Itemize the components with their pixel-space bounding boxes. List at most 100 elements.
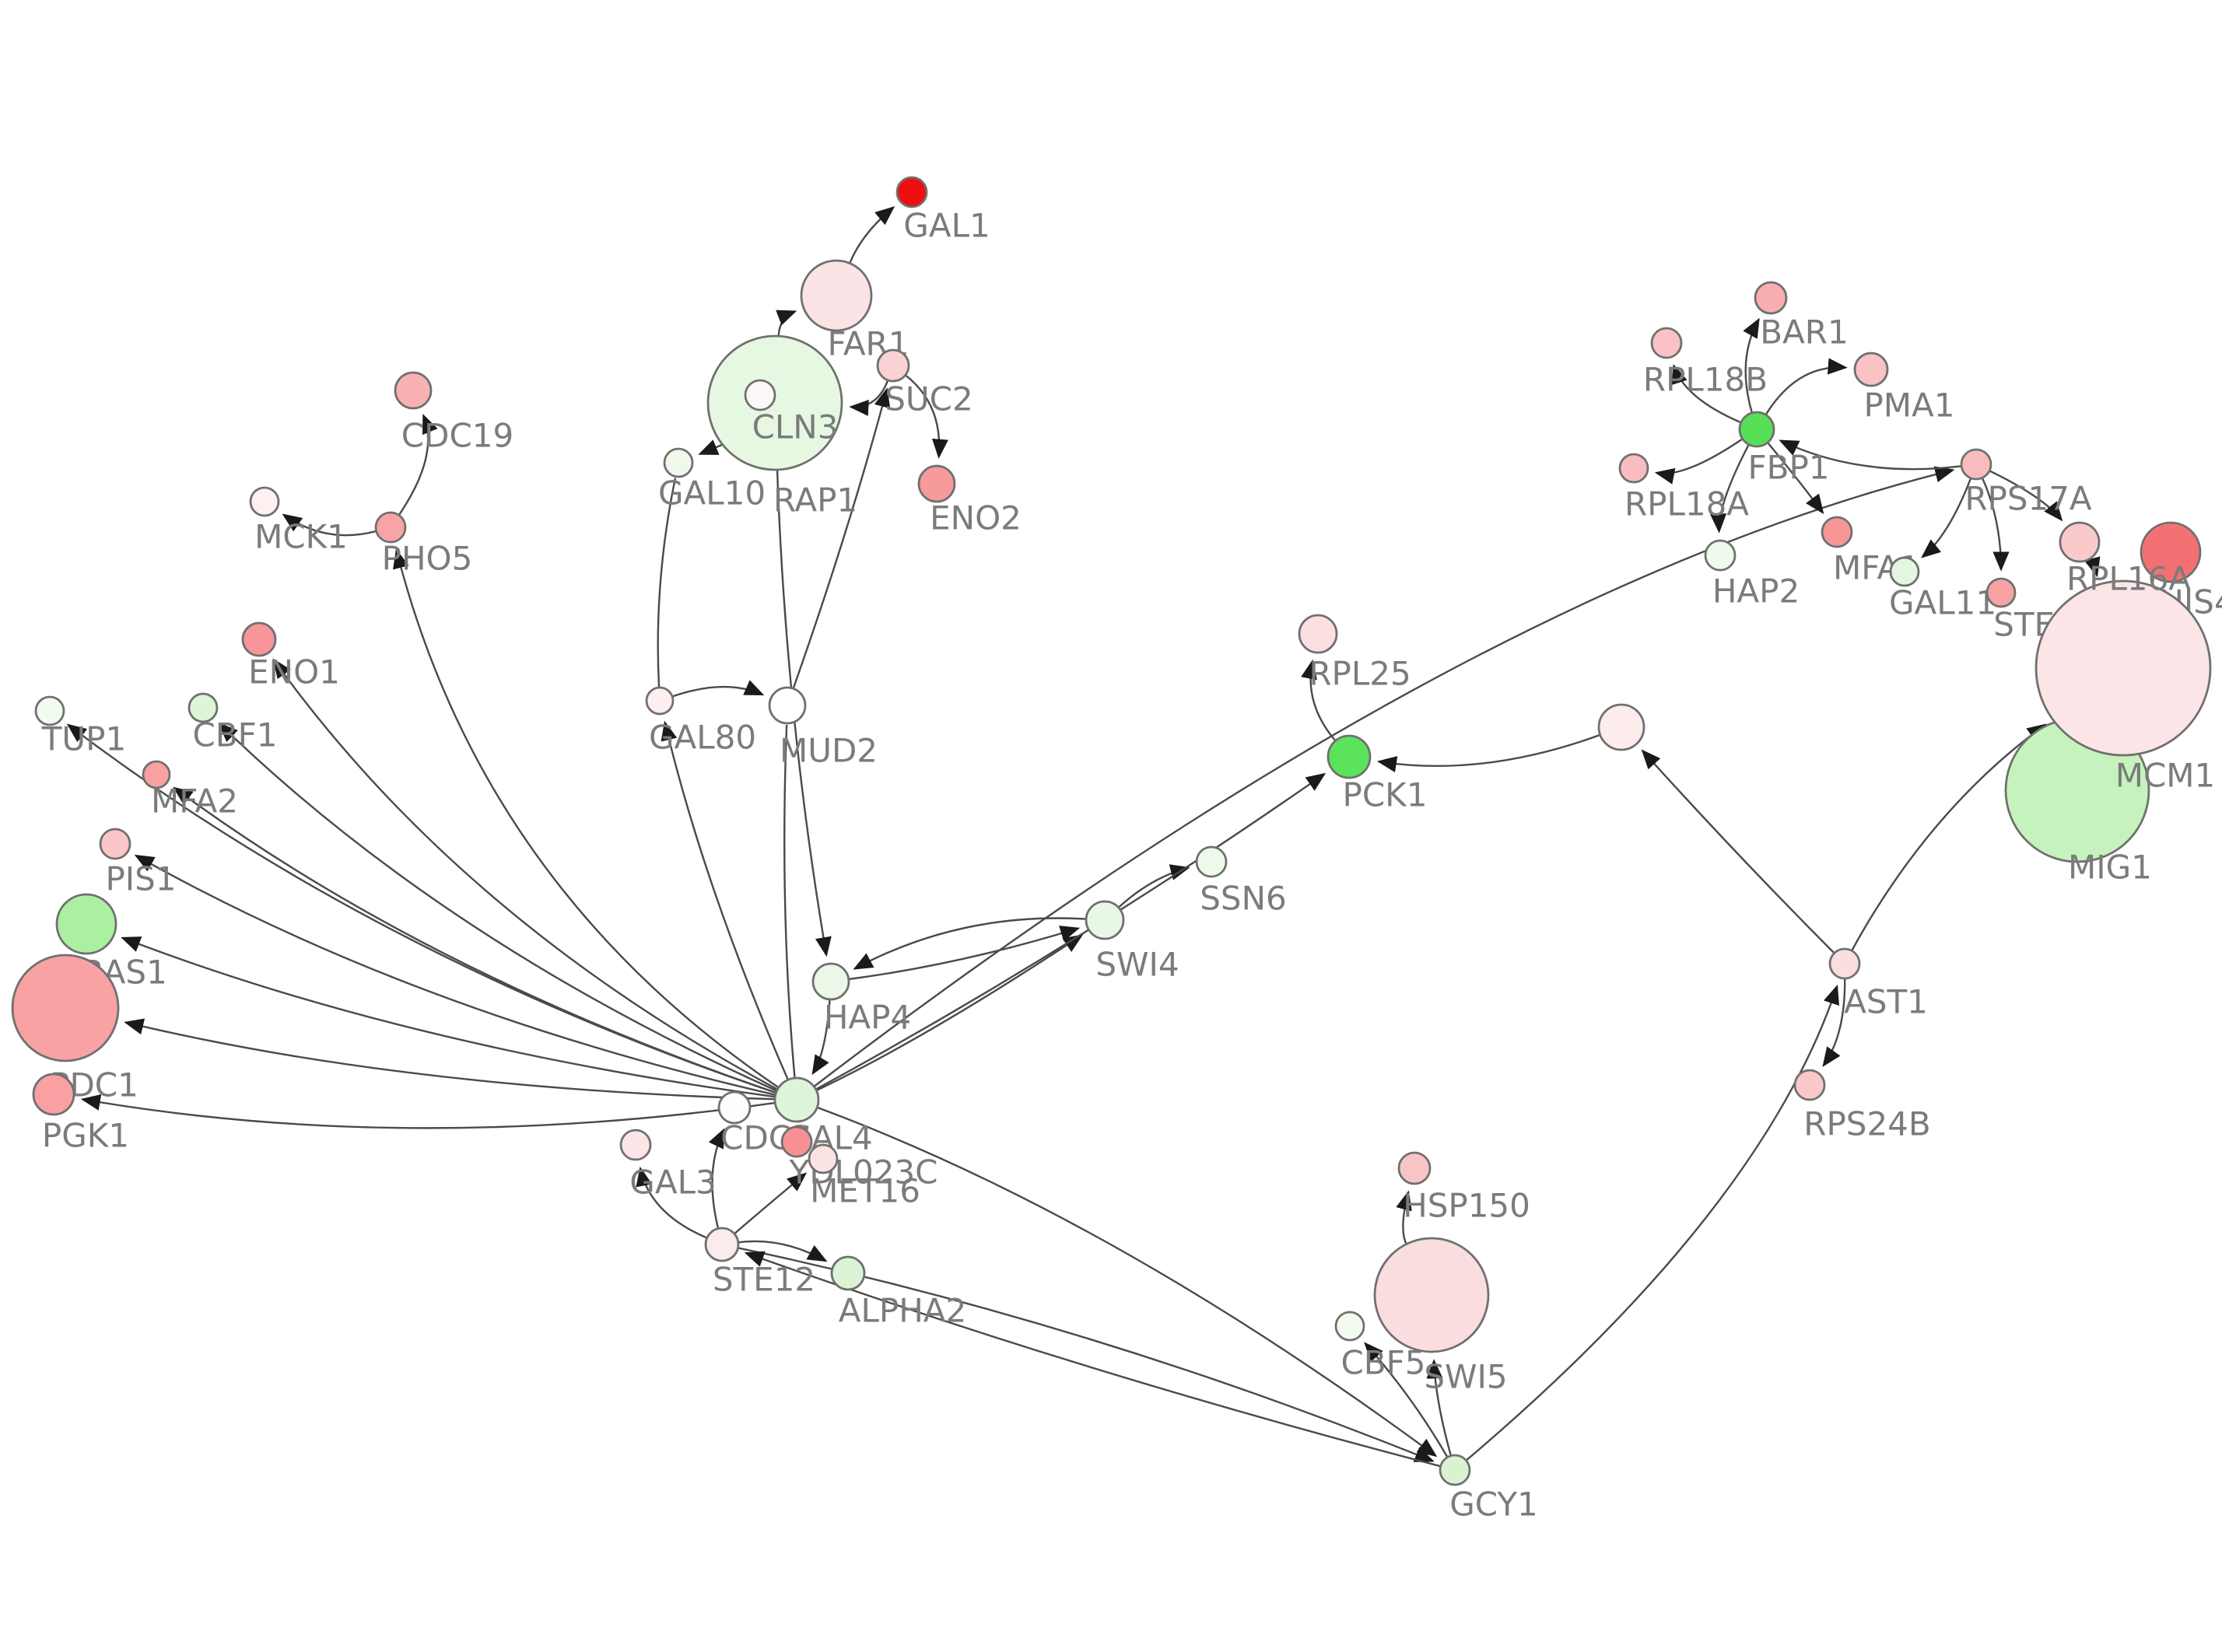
edge-fbp1-bar1[interactable] [1743,317,1760,414]
edge-pho5-mck1[interactable] [282,513,377,537]
node-cln3[interactable] [706,334,843,471]
node-gal3[interactable] [619,1129,652,1161]
node-pis1[interactable] [99,828,131,860]
edge-fbp1-rpl18a[interactable] [1654,438,1744,485]
edge-ste12-gal3[interactable] [636,1166,708,1239]
edge-gcy1-swi5[interactable] [1426,1359,1453,1457]
edge-ast1-rps24b[interactable] [1822,978,1846,1067]
edge-gal4-cbf1[interactable] [218,723,777,1092]
edge-rps17a-gal11[interactable] [1921,478,1972,558]
edge-gal4-mfa2[interactable] [173,786,776,1094]
edge-ste12-met16[interactable] [734,1172,808,1235]
node-gal1[interactable] [895,176,928,208]
edge-gal4-pdc1[interactable] [124,1018,776,1101]
edge-gal4-pgk1[interactable] [80,1094,776,1129]
node-bar1[interactable] [1754,281,1788,315]
edge-swi4-hap4[interactable] [853,917,1087,970]
edge-fbp1-hap2[interactable] [1710,443,1750,534]
edge-far1-gal1[interactable] [849,206,895,264]
edge-gal4-pho5[interactable] [393,548,780,1089]
edge-hap4-swi4[interactable] [848,926,1081,981]
node-gal4[interactable] [773,1076,820,1123]
node-eno1[interactable] [241,621,277,657]
edge-rps17a-fbp1[interactable] [1779,439,1962,471]
edge-gcy1-cbf5[interactable] [1364,1342,1449,1458]
edge-gcy1-ast1[interactable] [1465,984,1839,1461]
edge-suc2-cln3[interactable] [849,380,889,416]
node-ast1[interactable] [1828,947,1861,980]
node-swi5[interactable] [1373,1237,1490,1353]
edge-cln3-gal10[interactable] [698,439,724,455]
node-mck1[interactable] [249,486,280,517]
edge-gal4-pis1[interactable] [134,854,776,1096]
node-suc2[interactable] [876,348,910,383]
node-hap4[interactable] [811,962,850,1001]
node-mfa2[interactable] [142,760,171,789]
node-met16[interactable] [808,1143,839,1174]
edge-gal4-ras1[interactable] [121,936,776,1098]
edge-pck1-rpl25[interactable] [1301,659,1337,742]
edge-rps17a-ste2[interactable] [1981,477,2010,572]
node-rpl16a[interactable] [2059,521,2101,563]
edge-ste12-alpha2[interactable] [738,1240,828,1262]
edge-gal4-tup1[interactable] [66,723,776,1094]
node-his4[interactable] [2140,521,2202,583]
edge-swi4-ssn6[interactable] [1117,864,1190,908]
edge-gal80-mud2[interactable] [671,680,765,698]
node-pho5[interactable] [374,511,407,544]
edge-fbp1-pma1[interactable] [1765,358,1848,415]
node-rps17a[interactable] [1960,448,1992,481]
edge-rps17a-rpl16a[interactable] [1989,470,2063,522]
node-pck1[interactable] [1327,734,1372,779]
node-gal10[interactable] [663,447,694,478]
node-swi4[interactable] [1085,900,1125,940]
edge-gal4-gcy1[interactable] [816,1106,1438,1458]
edge-suc2-eno2[interactable] [905,374,948,459]
node-cdc19[interactable] [394,371,433,410]
node-rps24b[interactable] [1793,1069,1826,1101]
edge-gal4-swi4[interactable] [815,934,1084,1092]
node-rpl25[interactable] [1298,614,1338,654]
node-hsp150[interactable] [1397,1151,1432,1185]
edge-fbp1-rpl18b[interactable] [1671,363,1742,424]
node-cbf1[interactable] [188,692,219,723]
edge-fbp1-mfa1[interactable] [1767,442,1824,515]
edge-mud2-suc2[interactable] [792,387,891,689]
edge-gal4-pck1[interactable] [815,772,1327,1090]
node-pma1[interactable] [1853,352,1889,387]
node-rpl18b[interactable] [1650,327,1683,359]
edge-gal80-gal10[interactable] [657,478,677,688]
edge-cln3-far1[interactable] [776,310,797,337]
edge-ast1-mcm1[interactable] [1851,723,2047,951]
node-pgk1[interactable] [32,1073,75,1116]
node-gal11[interactable] [1889,556,1920,587]
edge-gal4-eno1[interactable] [272,658,778,1090]
node-mud2[interactable] [768,686,807,725]
node-ste12[interactable] [704,1227,740,1262]
node-alpha2[interactable] [830,1255,866,1291]
node-tup1[interactable] [34,695,65,726]
node-ssn6[interactable] [1195,845,1228,878]
node-cdc6[interactable] [717,1090,752,1125]
edge-pho5-cdc19[interactable] [398,413,438,516]
node-cbf5[interactable] [1334,1311,1365,1342]
node-far1[interactable] [800,259,873,332]
node-hap2[interactable] [1704,539,1737,572]
node-mcm1[interactable] [2034,579,2212,757]
edge-n1-pck1[interactable] [1376,733,1601,773]
node-eno2[interactable] [917,464,956,503]
node-rpl18a[interactable] [1618,453,1649,484]
node-ste2[interactable] [1985,577,2017,608]
edge-gal4-rps17a[interactable] [813,466,1955,1087]
edge-ste12-cdc6[interactable] [708,1128,725,1229]
edge-gal4-gal80[interactable] [661,720,789,1080]
node-rap1[interactable] [744,379,776,411]
edge-swi5-hsp150[interactable] [1396,1190,1412,1245]
node-n1[interactable] [1597,703,1645,751]
edge-gal4-mud2[interactable] [783,724,796,1079]
node-ras1[interactable] [55,893,117,955]
node-mfa1[interactable] [1821,516,1853,548]
node-fbp1[interactable] [1738,411,1775,448]
node-pdc1[interactable] [11,954,120,1062]
